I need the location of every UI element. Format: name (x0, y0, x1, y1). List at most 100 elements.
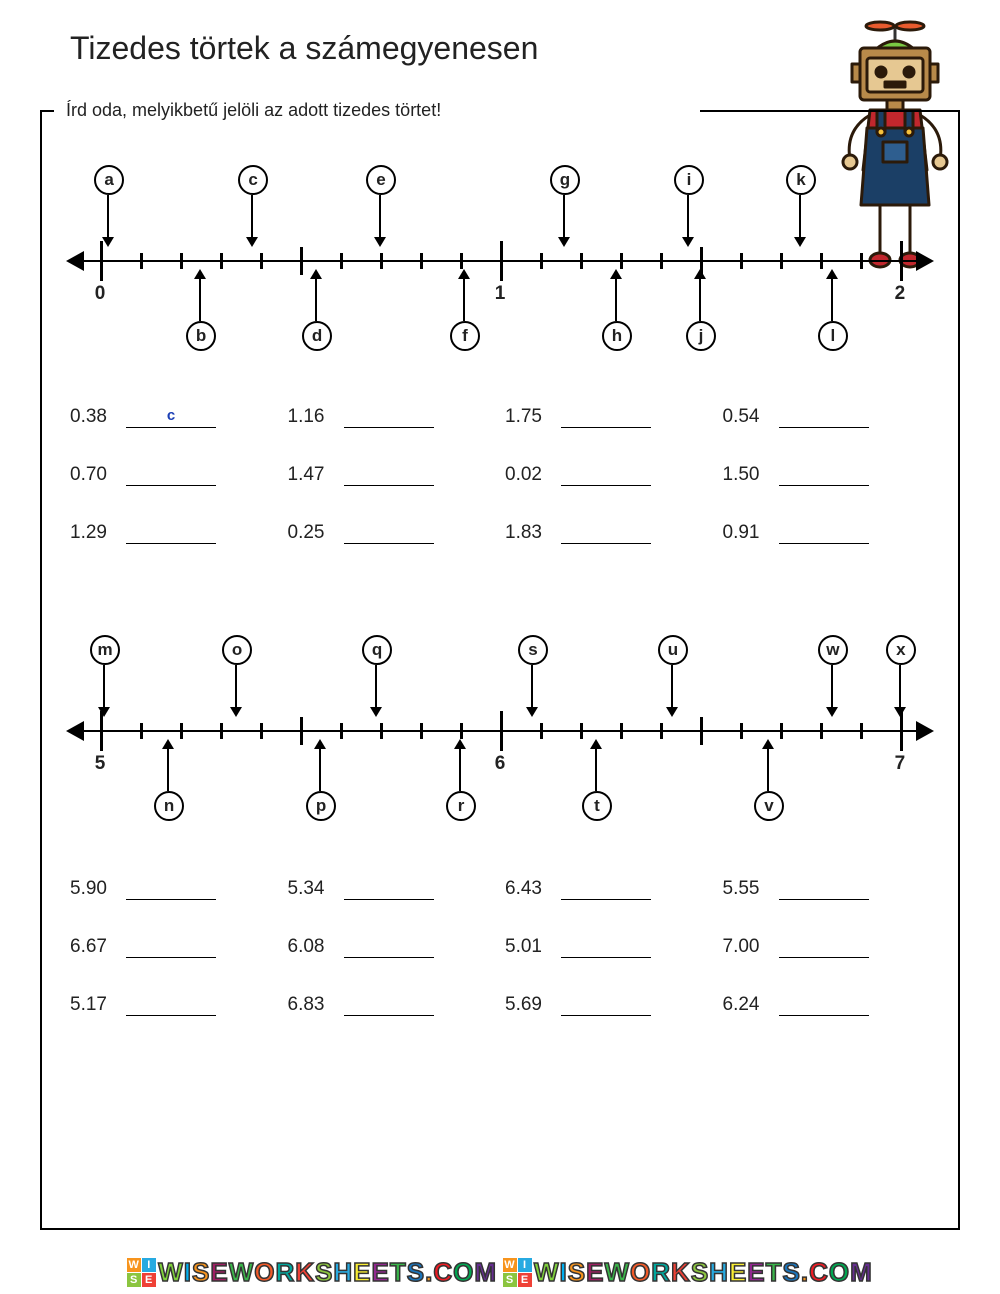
answer-number: 1.75 (505, 406, 551, 428)
answer-row: 6.676.085.017.00 (70, 936, 940, 958)
answer-cell: 7.00 (723, 936, 941, 958)
tick (260, 253, 263, 269)
answer-blank[interactable] (126, 879, 216, 900)
answer-cell: 6.83 (288, 994, 506, 1016)
frame-top-right (700, 110, 960, 112)
number-line-1: 012acegikbdfhjl (70, 165, 930, 365)
answer-blank[interactable]: c (126, 407, 216, 428)
answer-cell: 0.25 (288, 522, 506, 544)
answer-number: 5.69 (505, 994, 551, 1016)
answer-number: 6.08 (288, 936, 334, 958)
marker-a: a (94, 165, 122, 247)
marker-o: o (222, 635, 250, 717)
answer-cell: 6.24 (723, 994, 941, 1016)
marker-k: k (786, 165, 814, 247)
marker-t: t (582, 739, 610, 821)
tick (140, 723, 143, 739)
answer-blank[interactable] (344, 937, 434, 958)
tick (100, 241, 103, 281)
answer-number: 6.43 (505, 878, 551, 900)
tick (180, 723, 183, 739)
tick (820, 723, 823, 739)
answer-blank[interactable] (561, 523, 651, 544)
answer-blank[interactable] (126, 523, 216, 544)
tick (420, 253, 423, 269)
marker-n: n (154, 739, 182, 821)
answer-cell: 5.69 (505, 994, 723, 1016)
axis-label: 1 (495, 283, 506, 305)
marker-w: w (818, 635, 846, 717)
answer-blank[interactable] (344, 407, 434, 428)
instruction-text: Írd oda, melyikbetű jelöli az adott tize… (60, 100, 447, 121)
answer-number: 1.83 (505, 522, 551, 544)
answer-blank[interactable] (344, 879, 434, 900)
answer-blank[interactable] (779, 879, 869, 900)
answer-blank[interactable] (126, 937, 216, 958)
answer-blank[interactable] (126, 995, 216, 1016)
tick (740, 253, 743, 269)
tick (340, 723, 343, 739)
answer-blank[interactable] (344, 995, 434, 1016)
number-line-2: 567moqsuwxnprtv (70, 635, 930, 835)
answer-number: 7.00 (723, 936, 769, 958)
marker-l: l (818, 269, 846, 351)
axis-label: 2 (895, 283, 906, 305)
answer-number: 1.50 (723, 464, 769, 486)
marker-g: g (550, 165, 578, 247)
tick (780, 253, 783, 269)
answer-number: 6.24 (723, 994, 769, 1016)
tick (900, 711, 903, 751)
answer-blank[interactable] (779, 407, 869, 428)
marker-i: i (674, 165, 702, 247)
answer-blank[interactable] (561, 407, 651, 428)
answer-cell: 1.29 (70, 522, 288, 544)
marker-f: f (450, 269, 478, 351)
tick (340, 253, 343, 269)
tick (180, 253, 183, 269)
frame-top-left (40, 110, 54, 112)
tick (140, 253, 143, 269)
axis-label: 5 (95, 753, 106, 775)
marker-m: m (90, 635, 118, 717)
answer-cell: 0.54 (723, 406, 941, 428)
answer-blank[interactable] (561, 995, 651, 1016)
answer-blank[interactable] (561, 879, 651, 900)
answer-cell: 0.91 (723, 522, 941, 544)
axis-label: 0 (95, 283, 106, 305)
marker-e: e (366, 165, 394, 247)
answer-number: 6.67 (70, 936, 116, 958)
answer-cell: 0.38c (70, 406, 288, 428)
answer-blank[interactable] (779, 995, 869, 1016)
answer-blank[interactable] (561, 937, 651, 958)
answer-cell: 6.67 (70, 936, 288, 958)
marker-r: r (446, 739, 474, 821)
tick (700, 717, 703, 745)
answer-cell: 1.50 (723, 464, 941, 486)
answer-blank[interactable] (779, 523, 869, 544)
answer-cell: 0.70 (70, 464, 288, 486)
tick (260, 723, 263, 739)
answer-blank[interactable] (779, 937, 869, 958)
answer-row: 1.29 0.251.83 0.91 (70, 522, 940, 544)
answer-cell: 6.43 (505, 878, 723, 900)
tick (500, 241, 503, 281)
answer-blank[interactable] (126, 465, 216, 486)
answer-cell: 1.83 (505, 522, 723, 544)
answer-cell: 0.02 (505, 464, 723, 486)
tick (100, 711, 103, 751)
answer-number: 1.29 (70, 522, 116, 544)
marker-v: v (754, 739, 782, 821)
tick (460, 253, 463, 269)
answer-cell: 5.90 (70, 878, 288, 900)
marker-d: d (302, 269, 330, 351)
tick (580, 723, 583, 739)
marker-u: u (658, 635, 686, 717)
answer-number: 0.70 (70, 464, 116, 486)
answer-blank[interactable] (561, 465, 651, 486)
answer-blank[interactable] (344, 465, 434, 486)
marker-b: b (186, 269, 214, 351)
answer-number: 5.34 (288, 878, 334, 900)
answer-blank[interactable] (344, 523, 434, 544)
answer-blank[interactable] (779, 465, 869, 486)
answer-cell: 1.47 (288, 464, 506, 486)
